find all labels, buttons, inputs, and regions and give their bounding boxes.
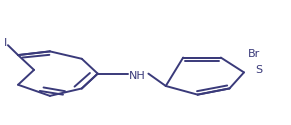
Text: NH: NH <box>129 71 146 81</box>
Text: S: S <box>255 65 262 75</box>
Text: Br: Br <box>248 49 260 59</box>
Text: I: I <box>3 38 7 48</box>
